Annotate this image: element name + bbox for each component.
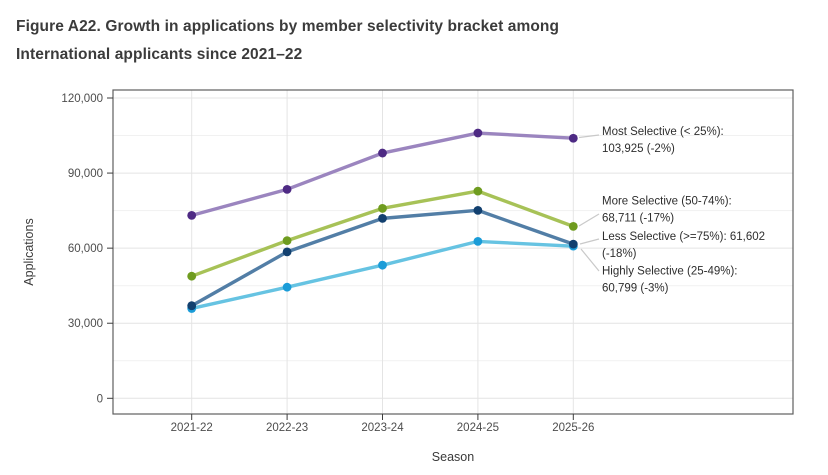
figure-title-line2: International applicants since 2021–22 [16, 46, 303, 63]
x-tick-label: 2023-24 [361, 422, 404, 434]
data-point-highly-selective-25-49 [378, 260, 387, 270]
data-point-less-selective-75 [568, 239, 578, 249]
label-leader-line [579, 238, 600, 245]
series-label-more-selective-50-74: More Selective (50-74%): [602, 196, 732, 208]
data-point-more-selective-50-74 [378, 203, 387, 213]
data-point-most-selective-25 [568, 133, 578, 143]
data-point-most-selective-25 [187, 210, 197, 220]
data-point-less-selective-75 [282, 247, 292, 257]
series-label-less-selective-75: (-18%) [602, 248, 637, 260]
y-axis-title: Applications [22, 218, 36, 285]
data-point-highly-selective-25-49 [282, 282, 292, 292]
data-point-more-selective-50-74 [282, 236, 292, 246]
x-tick-label: 2025-26 [552, 422, 594, 434]
figure-title: Figure A22. Growth in applications by me… [16, 13, 559, 69]
y-tick-label: 0 [97, 393, 103, 405]
label-leader-line [580, 248, 600, 272]
label-leader-line [578, 213, 600, 227]
series-label-highly-selective-25-49: 60,799 (-3%) [602, 283, 669, 295]
y-tick-label: 30,000 [68, 318, 103, 330]
figure-title-line1: Figure A22. Growth in applications by me… [16, 18, 560, 35]
data-point-most-selective-25 [473, 128, 483, 138]
data-point-less-selective-75 [187, 301, 197, 311]
data-point-more-selective-50-74 [568, 221, 578, 231]
y-tick-label: 60,000 [68, 243, 103, 255]
x-tick-label: 2022-23 [266, 422, 308, 434]
panel-border [112, 89, 794, 415]
series-label-highly-selective-25-49: Highly Selective (25-49%): [602, 266, 738, 278]
label-leader-line [578, 134, 600, 139]
data-point-more-selective-50-74 [473, 186, 483, 196]
x-tick-label: 2021-22 [171, 422, 213, 434]
series-label-more-selective-50-74: 68,711 (-17%) [602, 213, 674, 225]
y-tick-label: 120,000 [61, 93, 103, 105]
data-point-more-selective-50-74 [187, 271, 197, 281]
data-point-most-selective-25 [282, 184, 292, 194]
data-point-most-selective-25 [378, 148, 387, 158]
data-point-less-selective-75 [473, 205, 483, 215]
data-point-highly-selective-25-49 [473, 236, 483, 246]
data-point-less-selective-75 [378, 213, 387, 223]
series-label-most-selective-25: 103,925 (-2%) [602, 143, 675, 155]
x-tick-label: 2024-25 [457, 422, 499, 434]
series-label-less-selective-75: Less Selective (>=75%): 61,602 [602, 231, 765, 243]
series-label-most-selective-25: Most Selective (< 25%): [602, 126, 724, 138]
x-axis-title: Season [432, 450, 474, 464]
y-tick-label: 90,000 [68, 168, 103, 180]
